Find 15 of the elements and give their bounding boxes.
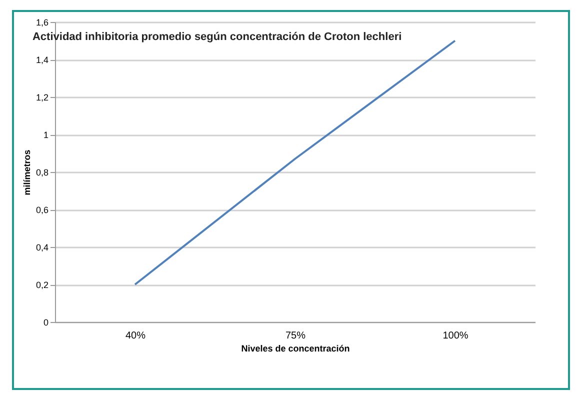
y-tick-label: 1: [43, 130, 48, 140]
text: Actividad inhibitoria promedio según concentración de Croton lechleri: [32, 31, 402, 43]
y-tick-label: 1,6: [36, 18, 48, 28]
x-tick-label: 40%: [125, 330, 146, 342]
y-tick-label: 0,2: [36, 280, 48, 290]
y-tick-label: 1,4: [36, 55, 48, 65]
y-tick-label: 0,4: [36, 242, 48, 252]
x-axis-title: Niveles de concentración: [241, 344, 350, 354]
y-tick-label: 1,2: [36, 92, 48, 102]
x-tick-label: 75%: [285, 330, 306, 342]
y-axis-title: milímetros: [22, 150, 32, 196]
y-tick-label: 0,6: [36, 205, 48, 215]
y-tick-label: 0,8: [36, 168, 48, 178]
x-tick-label: 100%: [442, 330, 468, 342]
y-tick-label: 0: [43, 318, 48, 328]
